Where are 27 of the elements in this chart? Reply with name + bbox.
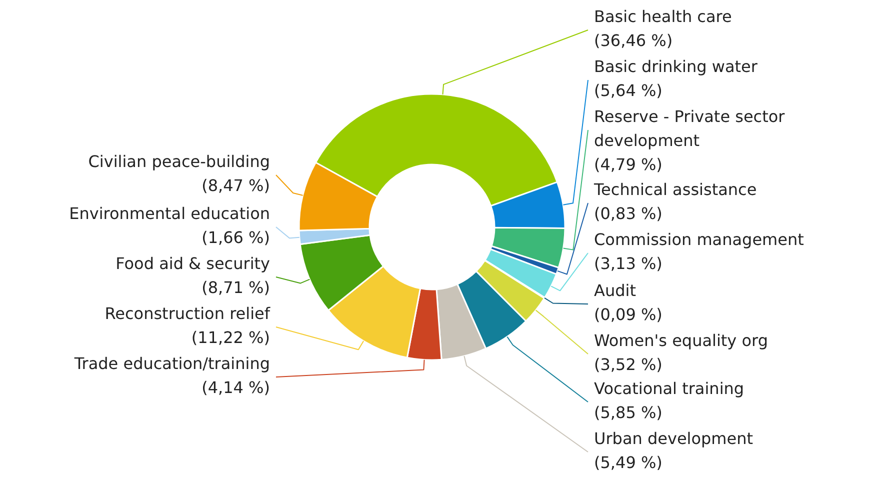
data-label: (1,66 %) [202, 228, 270, 248]
slice-label: Reserve - Private sector development [594, 107, 786, 150]
data-label: (5,64 %) [594, 81, 662, 100]
slice-label: Civilian peace-building [88, 152, 270, 172]
slice-label: Women's equality org [594, 331, 768, 350]
data-label: (5,85 %) [594, 403, 662, 422]
data-label: (0,83 %) [594, 204, 662, 224]
data-label: (3,13 %) [594, 254, 662, 274]
slice-label: Vocational training [594, 379, 744, 398]
slice-label: Basic health care [594, 7, 732, 26]
data-label: (4,14 %) [202, 378, 270, 398]
slice-label: Audit [594, 281, 636, 300]
data-label: (36,46 %) [594, 31, 673, 50]
data-label: (8,71 %) [202, 278, 270, 298]
slice-label: Trade education/training [73, 354, 270, 374]
slice-label: Environmental education [69, 204, 270, 224]
slice-label: Basic drinking water [594, 57, 758, 76]
data-label: (4,79 %) [594, 155, 662, 174]
slice-label: Urban development [594, 429, 754, 448]
slice-label: Commission management [594, 230, 804, 250]
data-label: (8,47 %) [202, 176, 270, 196]
data-label: (11,22 %) [191, 328, 270, 348]
data-label: (0,09 %) [594, 305, 662, 324]
data-label: (3,52 %) [594, 355, 662, 374]
slice-label: Food aid & security [116, 254, 270, 274]
slice-label: Reconstruction relief [104, 304, 270, 324]
slice-label: Technical assistance [593, 180, 757, 200]
